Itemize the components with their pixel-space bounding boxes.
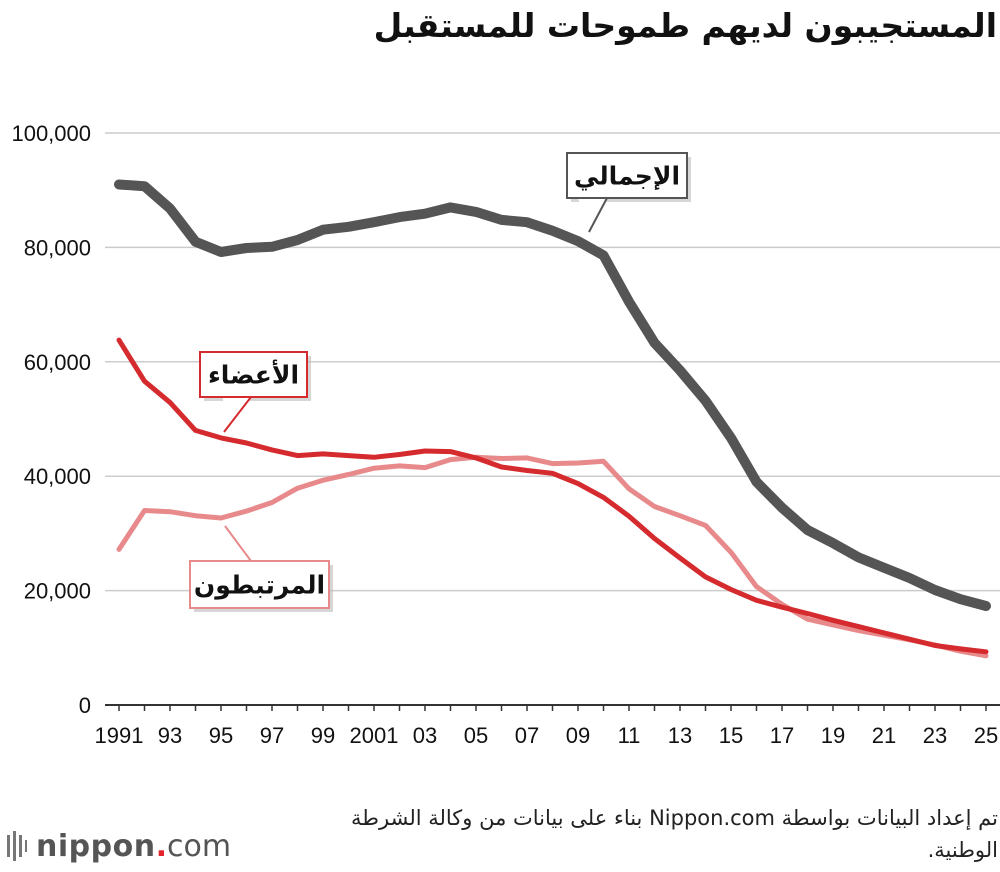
series-callouts: الإجمالي الأعضاء المرتبطون bbox=[189, 152, 691, 612]
callout-box bbox=[199, 351, 308, 398]
nippon-logo[interactable]: nippon. com bbox=[6, 826, 231, 866]
x-tick-label: 07 bbox=[515, 723, 539, 748]
callout-box bbox=[566, 152, 688, 199]
x-axis-tick-labels: 1991 93 95 97 99 2001 03 05 07 09 11 13 15 17 19 21 23 25 bbox=[95, 723, 999, 748]
y-tick-label: 60,000 bbox=[24, 350, 91, 375]
x-tick-label: 21 bbox=[872, 723, 896, 748]
x-tick-label: 99 bbox=[311, 723, 335, 748]
y-tick-label: 0 bbox=[79, 693, 91, 718]
x-tick-label: 23 bbox=[923, 723, 947, 748]
logo-tld: com bbox=[166, 828, 232, 864]
y-tick-label: 20,000 bbox=[24, 579, 91, 604]
x-tick-label: 19 bbox=[821, 723, 845, 748]
callout-0: الإجمالي bbox=[566, 152, 691, 233]
callout-1: الأعضاء bbox=[199, 351, 311, 433]
x-tick-label: 15 bbox=[719, 723, 743, 748]
x-tick-label: 03 bbox=[413, 723, 437, 748]
y-axis-tick-labels: 0 20,000 40,000 60,000 80,000 100,000 bbox=[11, 121, 91, 718]
x-tick-label: 93 bbox=[158, 723, 182, 748]
x-tick-label: 97 bbox=[260, 723, 284, 748]
line-chart: 0 20,000 40,000 60,000 80,000 100,000 1991 93 9… bbox=[11, 121, 1000, 748]
series-label: الأعضاء bbox=[208, 360, 299, 390]
series-line-0 bbox=[114, 179, 991, 611]
callout-box bbox=[189, 560, 330, 609]
x-tick-label: 05 bbox=[464, 723, 488, 748]
x-tick-label: 1991 bbox=[95, 723, 144, 748]
chart-title: المستجيبون لديهم طموحات للمستقبل bbox=[373, 6, 997, 45]
x-axis bbox=[105, 704, 1000, 711]
series-line-1 bbox=[116, 337, 989, 655]
callout-tail-fill bbox=[578, 198, 607, 232]
y-tick-label: 100,000 bbox=[11, 121, 91, 146]
callout-2: المرتبطون bbox=[189, 525, 333, 612]
logo-name: nippon bbox=[36, 828, 156, 864]
callout-tail bbox=[223, 396, 254, 433]
x-tick-label: 95 bbox=[209, 723, 233, 748]
x-tick-label: 11 bbox=[618, 723, 641, 748]
series-label: المرتبطون bbox=[194, 571, 325, 601]
source-note: تم إعداد البيانات بواسطة Nippon.com بناء… bbox=[351, 806, 998, 862]
callout-tail bbox=[223, 525, 253, 562]
series-line-2 bbox=[116, 454, 989, 659]
x-tick-label: 17 bbox=[770, 723, 794, 748]
x-tick-label: 09 bbox=[566, 723, 590, 748]
series-label: الإجمالي bbox=[574, 162, 680, 191]
x-tick-label: 25 bbox=[974, 723, 998, 748]
callout-tail bbox=[578, 197, 609, 233]
logo-dot: . bbox=[155, 828, 167, 864]
y-tick-label: 40,000 bbox=[24, 464, 91, 489]
x-tick-label: 13 bbox=[668, 723, 692, 748]
y-tick-label: 80,000 bbox=[24, 235, 91, 260]
logo-bars-icon bbox=[7, 831, 27, 861]
x-tick-label: 2001 bbox=[350, 723, 399, 748]
series-lines bbox=[114, 179, 991, 659]
